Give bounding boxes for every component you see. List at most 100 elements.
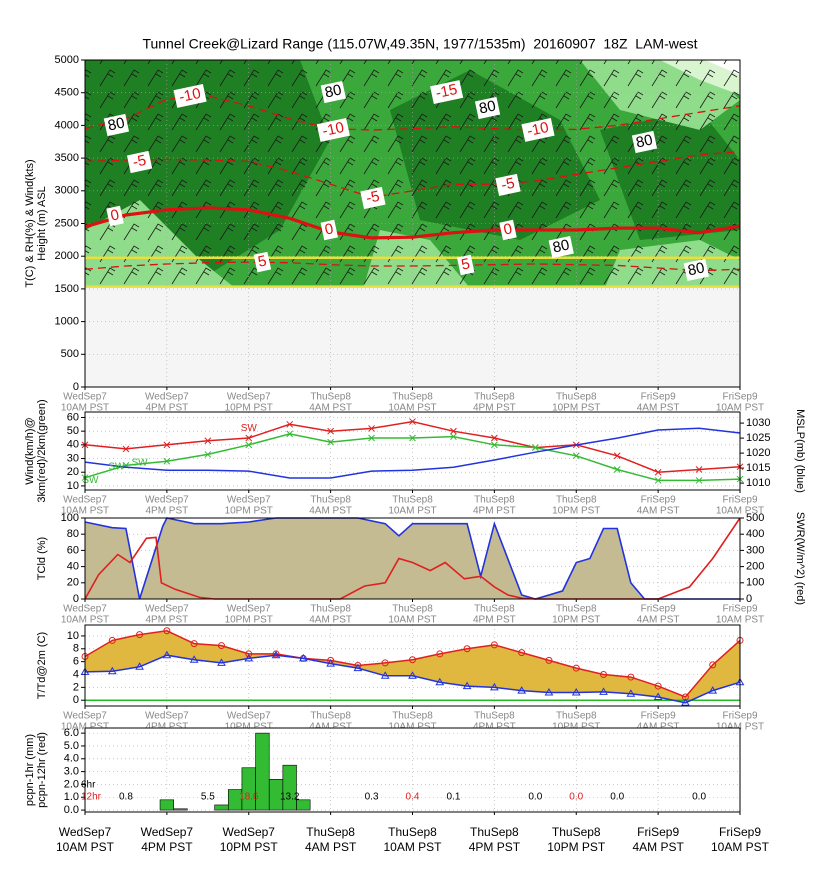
y2-tick-label: 200 [746, 561, 764, 573]
y-tick-label: 3000 [55, 185, 79, 197]
x-tick-time: 4PM PST [141, 840, 193, 854]
marker [286, 420, 294, 428]
marker [462, 681, 472, 690]
accum-value: 0.3 [365, 792, 379, 803]
x-tick-time: 4PM PST [145, 403, 188, 414]
x-tick-time: 4AM PST [632, 840, 684, 854]
contour-label-box [103, 113, 130, 137]
x-tick-time: 10AM PST [711, 840, 770, 854]
y2-tick-label: 100 [746, 577, 764, 589]
marker [408, 671, 417, 679]
y-axis-label: pcpn-12hr (red) [36, 732, 48, 808]
panel-background [85, 728, 740, 812]
x-tick-day: ThuSep8 [556, 604, 597, 615]
bar [296, 799, 311, 811]
x-tick-time: 10AM PST [383, 840, 442, 854]
x-tick-day: WedSep7 [63, 495, 107, 506]
marker [163, 457, 171, 465]
x-tick-time: 10PM PST [552, 403, 600, 414]
x-tick-time: 10AM PST [388, 506, 436, 517]
x-tick-day: ThuSep8 [474, 392, 515, 403]
cloud-fill [85, 518, 740, 599]
marker [627, 673, 635, 681]
y-tick-label: 30 [67, 452, 79, 464]
accum-value: 0.0 [692, 792, 706, 803]
contour-label: 80 [478, 97, 498, 117]
x-tick-time: 4PM PST [145, 506, 188, 517]
contour-label-box [126, 150, 153, 174]
marker [572, 664, 580, 672]
marker [531, 444, 539, 451]
y-tick-label: 6.0 [64, 727, 79, 739]
marker [190, 640, 198, 648]
marker [122, 445, 130, 453]
accum-value: 0.0 [569, 792, 583, 803]
series-line [84, 654, 741, 704]
x-tick-day: WedSep7 [227, 604, 271, 615]
contour-label-box [320, 219, 338, 241]
x-tick-time: 4AM PST [309, 722, 352, 733]
x-tick-time: 10PM PST [547, 840, 606, 854]
x-tick-day: ThuSep8 [392, 495, 433, 506]
x-tick-day: ThuSep8 [556, 495, 597, 506]
x-tick-day: ThuSep8 [392, 604, 433, 615]
accum-value: 0.0 [610, 792, 624, 803]
contour-label: -10 [178, 85, 203, 106]
marker [599, 687, 608, 695]
y-tick-label: 1500 [55, 283, 79, 295]
marker [135, 662, 144, 670]
y-tick-label: 10 [67, 630, 79, 642]
x-tick-time: 4PM PST [473, 506, 516, 517]
y2-tick-label: 1030 [746, 417, 770, 429]
contour-label-box [360, 186, 386, 210]
y-tick-label: 500 [61, 348, 79, 360]
marker [571, 688, 581, 696]
chart-title: Tunnel Creek@Lizard Range (115.07W,49.35… [142, 36, 697, 52]
accum-value: 13.2 [280, 792, 300, 803]
y-tick-label: 50 [67, 425, 79, 437]
x-tick-time: 10PM PST [552, 615, 600, 626]
y2-tick-label: 1015 [746, 462, 770, 474]
x-tick-time: 4AM PST [637, 615, 680, 626]
x-tick-day: ThuSep8 [474, 495, 515, 506]
marker [695, 477, 703, 484]
x-tick-time: 4PM PST [469, 840, 521, 854]
x-tick-day: ThuSep8 [310, 711, 351, 722]
x-tick-time: 10PM PST [552, 722, 600, 733]
marker [654, 682, 662, 690]
x-tick-day: FriSep9 [641, 392, 676, 403]
contour-label: 5 [256, 252, 268, 270]
x-tick-time: 10AM PST [61, 722, 109, 733]
x-tick-time: 4AM PST [309, 506, 352, 517]
x-tick-time: 4PM PST [145, 615, 188, 626]
y-tick-label: 100 [61, 512, 79, 524]
y-tick-label: 20 [67, 466, 79, 478]
x-tick-time: 10AM PST [61, 506, 109, 517]
panel-frame [84, 517, 741, 600]
y2-tick-label: 400 [746, 528, 764, 540]
x-tick-day: ThuSep8 [310, 604, 351, 615]
panel-background [85, 412, 740, 490]
bar [173, 808, 188, 811]
accum-value: 5.5 [201, 792, 215, 803]
contour-label-box [499, 219, 517, 241]
x-tick-time: 4AM PST [637, 403, 680, 414]
marker [245, 650, 253, 658]
x-tick-day: ThuSep8 [388, 825, 437, 839]
marker [217, 658, 226, 666]
accum-value: 0.4 [406, 792, 420, 803]
series-annotation: SW [241, 423, 258, 434]
marker [409, 656, 416, 664]
marker [435, 677, 445, 686]
contour-label: 0 [109, 206, 121, 224]
x-tick-day: FriSep9 [637, 825, 679, 839]
contour-label: -5 [365, 188, 382, 207]
contour-label-box [631, 130, 658, 154]
marker [490, 682, 499, 691]
accum-value: 0.8 [119, 792, 133, 803]
marker [517, 686, 527, 694]
y-axis-label: T(C) & RH(%) & Wind(kts) [24, 159, 36, 287]
series-annotation: SW [82, 475, 99, 486]
x-tick-time: 10AM PST [61, 403, 109, 414]
